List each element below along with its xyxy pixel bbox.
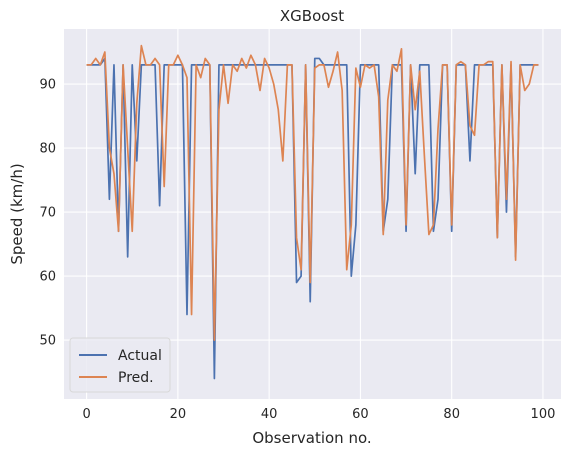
y-tick-label: 70 (39, 206, 56, 221)
x-tick-label: 0 (82, 407, 90, 422)
y-axis-label: Speed (km/h) (8, 163, 26, 264)
y-tick-label: 80 (39, 142, 56, 157)
series-lines (86, 44, 539, 380)
y-tick-labels: 50 60 70 80 90 (39, 78, 56, 349)
chart-title: XGBoost (280, 7, 344, 25)
x-tick-label: 20 (170, 407, 187, 422)
x-axis-label: Observation no. (252, 429, 371, 447)
legend-label-actual: Actual (118, 348, 162, 364)
x-tick-label: 100 (531, 407, 556, 422)
x-tick-label: 80 (443, 407, 460, 422)
legend: Actual Pred. (69, 337, 171, 393)
x-tick-label: 40 (261, 407, 278, 422)
y-tick-label: 50 (39, 334, 56, 349)
legend-label-pred: Pred. (118, 370, 154, 386)
y-tick-label: 60 (39, 270, 56, 285)
x-tick-labels: 0 20 40 60 80 100 (82, 407, 555, 422)
series-line-pred (86, 44, 539, 341)
y-tick-label: 90 (39, 78, 56, 93)
x-tick-label: 60 (352, 407, 369, 422)
legend-box (69, 337, 171, 393)
